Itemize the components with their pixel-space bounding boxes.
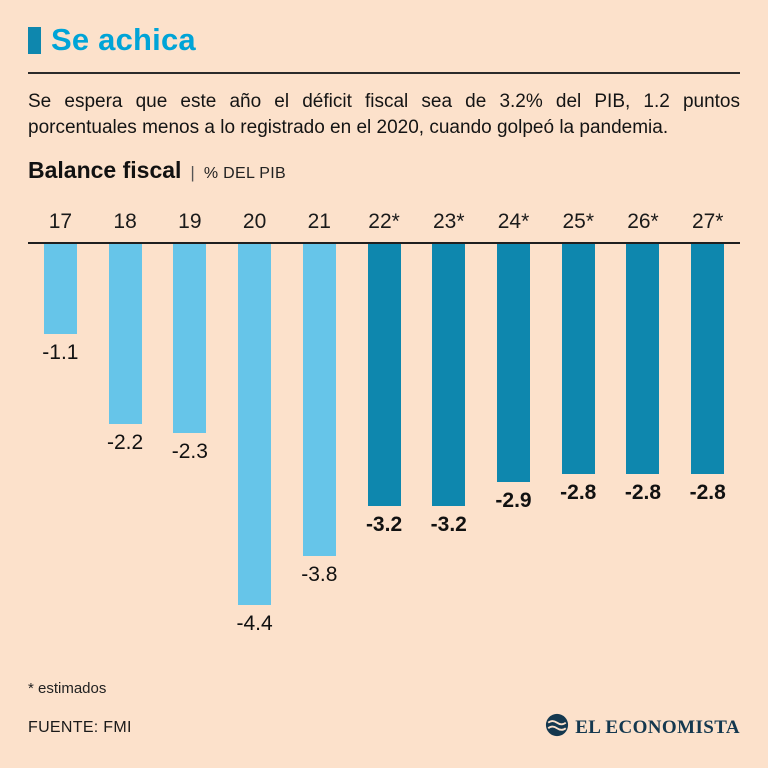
bar-column: -3.2 — [416, 244, 481, 636]
bar-column: -3.2 — [352, 244, 417, 636]
category-label: 27* — [691, 210, 724, 234]
category-label: 23* — [433, 210, 465, 234]
bar-column: -2.3 — [157, 244, 222, 636]
bar — [561, 244, 595, 475]
category-label: 26* — [627, 210, 659, 234]
bar-column: -3.8 — [287, 244, 352, 636]
source-label: FUENTE: FMI — [28, 718, 132, 736]
footnote: * estimados — [28, 680, 107, 697]
bar — [302, 244, 336, 557]
category-label: 18 — [113, 210, 137, 234]
accent-square — [28, 26, 41, 54]
brand-logo: EL ECONOMISTA — [545, 713, 740, 742]
value-label: -2.8 — [560, 481, 597, 505]
bar-chart: 17 18 19 20 21 22* 23* 24* 25* 26* 27* -1.1 -2.2 -2.… — [28, 210, 740, 636]
category-label: 17 — [48, 210, 73, 234]
category-label: 25* — [562, 210, 594, 234]
globe-icon — [545, 713, 569, 742]
bar — [626, 244, 660, 475]
bar — [432, 244, 466, 507]
chart-title: Balance fiscal — [28, 157, 182, 184]
bar-column: -1.1 — [28, 244, 93, 636]
bar-column: -2.8 — [546, 244, 611, 636]
page-title: Se achica — [51, 22, 196, 57]
value-label: -4.4 — [236, 612, 273, 636]
bar — [43, 244, 77, 335]
footer: FUENTE: FMI EL ECONOMISTA — [28, 713, 740, 742]
bar — [367, 244, 401, 507]
chart-title-separator: | — [190, 163, 195, 183]
value-label: -2.8 — [624, 481, 662, 505]
category-label: 24* — [497, 210, 530, 234]
bar-column: -2.8 — [611, 244, 676, 636]
value-label: -2.8 — [689, 481, 726, 505]
value-label: -2.3 — [171, 440, 208, 464]
bar — [108, 244, 142, 425]
category-axis: 17 18 19 20 21 22* 23* 24* 25* 26* 27* — [28, 210, 740, 242]
category-label: 19 — [178, 210, 202, 234]
bar-column: -2.8 — [675, 244, 740, 636]
bar-column: -2.9 — [481, 244, 546, 636]
value-label: -2.2 — [107, 431, 144, 455]
bar — [497, 244, 530, 483]
bar — [691, 244, 725, 475]
chart-unit-label: % DEL PIB — [203, 165, 286, 183]
header: Se achica — [28, 22, 740, 58]
value-label: -3.2 — [430, 513, 467, 537]
bar-column: -4.4 — [222, 244, 287, 636]
category-label: 20 — [242, 210, 267, 234]
logo-text: EL ECONOMISTA — [575, 716, 740, 738]
bar-column: -2.2 — [93, 244, 158, 636]
value-label: -3.8 — [301, 563, 338, 587]
bar — [238, 244, 272, 606]
header-divider — [28, 72, 740, 74]
intro-text: Se espera que este año el déficit fiscal… — [28, 91, 740, 139]
value-label: -2.9 — [495, 489, 532, 513]
value-label: -1.1 — [42, 341, 79, 365]
bars-area: -1.1 -2.2 -2.3 -4.4 -3.8 -3.2 -3.2 -2.9 -2.8 -2.8… — [28, 242, 740, 636]
chart-header: Balance fiscal | % DEL PIB — [28, 157, 740, 184]
value-label: -3.2 — [365, 513, 403, 537]
category-label: 21 — [307, 210, 331, 234]
category-label: 22* — [368, 210, 400, 234]
bar — [173, 244, 207, 434]
